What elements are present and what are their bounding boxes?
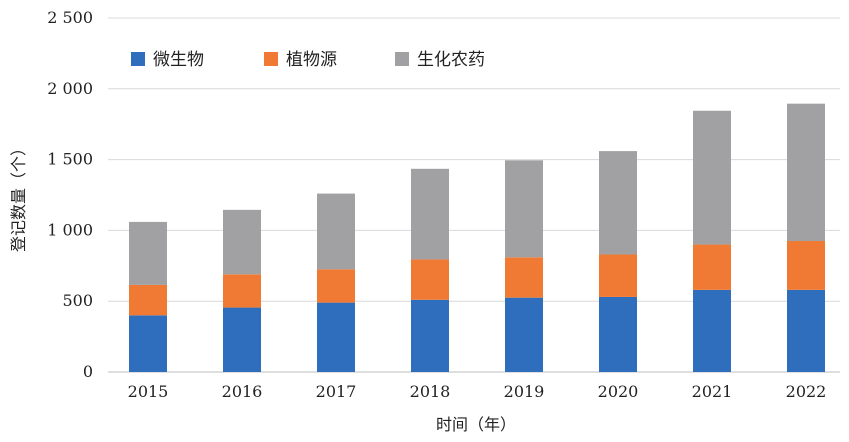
bar-segment [129,221,167,285]
bar-segment [599,254,637,297]
x-tick-label: 2021 [692,382,733,401]
bar-segment [599,296,637,372]
x-tick-label: 2015 [128,382,169,401]
legend-label-microbe: 微生物 [153,50,204,70]
bar-segment [505,160,543,258]
bar-segment [787,103,825,242]
bar-segment [317,302,355,372]
x-tick-label: 2017 [316,382,357,401]
x-tick-label: 2019 [504,382,545,401]
x-tick-label: 2022 [786,382,827,401]
bar-segment [599,151,637,255]
y-tick-label: 1 500 [47,150,93,169]
x-axis-ticks: 2015 2016 2017 2018 2019 2020 2021 2022 [128,382,827,401]
y-tick-label: 1 000 [47,220,93,239]
bar-segment [787,241,825,290]
legend-swatch-biochemical [395,52,409,66]
bar-segment [317,193,355,270]
bar-segment [223,209,261,275]
legend-label-biochemical: 生化农药 [417,50,485,70]
bars [129,103,825,372]
legend: 微生物 植物源 生化农药 [131,50,485,70]
bar-segment [129,315,167,372]
bar-segment [505,297,543,372]
x-tick-label: 2016 [222,382,263,401]
y-tick-label: 2 000 [47,79,93,98]
y-tick-label: 500 [62,291,93,310]
bar-segment [693,289,731,372]
y-axis-title: 登记数量（个） [9,140,28,252]
bar-segment [411,259,449,300]
bar-segment [411,168,449,260]
x-tick-label: 2018 [410,382,451,401]
bar-segment [317,269,355,303]
legend-swatch-microbe [131,52,145,66]
x-axis-title: 时间（年） [436,415,516,434]
bar-segment [505,257,543,298]
bar-segment [411,299,449,372]
x-tick-label: 2020 [598,382,639,401]
bar-segment [223,307,261,372]
bar-segment [129,284,167,316]
y-axis-ticks: 0 500 1 000 1 500 2 000 2 500 [47,8,93,381]
legend-label-botanical: 植物源 [286,50,337,70]
bar-segment [223,274,261,308]
legend-swatch-botanical [264,52,278,66]
y-tick-label: 2 500 [47,8,93,27]
bar-segment [693,244,731,290]
y-tick-label: 0 [83,362,93,381]
bar-segment [693,110,731,245]
bar-segment [787,289,825,372]
